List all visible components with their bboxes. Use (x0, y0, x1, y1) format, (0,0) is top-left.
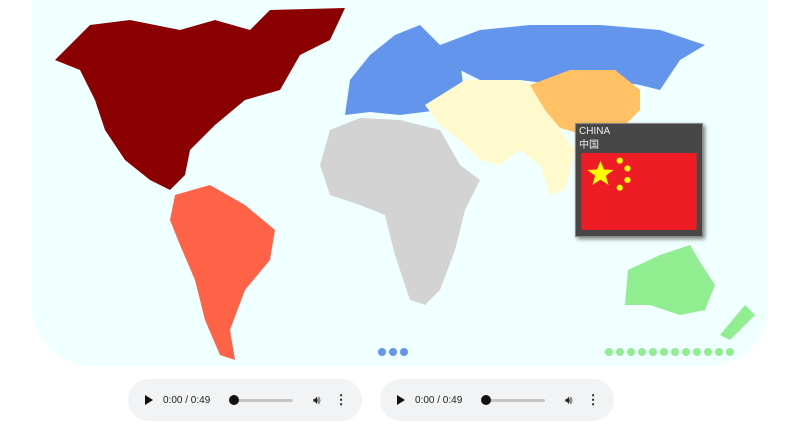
seek-slider[interactable] (481, 394, 545, 405)
pager-left (378, 348, 408, 356)
country-name: CHINA (579, 126, 611, 137)
pager-dot[interactable] (638, 348, 646, 356)
pager-dot[interactable] (660, 348, 668, 356)
time-display: 0:00 / 0:49 (163, 394, 211, 406)
more-icon[interactable]: ⋮ (586, 392, 600, 407)
pager-dot[interactable] (671, 348, 679, 356)
pager-dot[interactable] (605, 348, 613, 356)
region-russia[interactable] (440, 25, 705, 90)
pager-dot[interactable] (400, 348, 408, 356)
region-north-america[interactable] (55, 8, 345, 190)
pager-dot[interactable] (649, 348, 657, 356)
pager-dot[interactable] (378, 348, 386, 356)
region-asia[interactable] (425, 80, 575, 195)
pager-dot[interactable] (389, 348, 397, 356)
play-icon[interactable] (145, 395, 153, 405)
pager-dot[interactable] (682, 348, 690, 356)
pager-dot[interactable] (704, 348, 712, 356)
more-icon[interactable]: ⋮ (334, 392, 348, 407)
pager-dot[interactable] (726, 348, 734, 356)
play-icon[interactable] (397, 395, 405, 405)
region-africa[interactable] (320, 118, 480, 305)
pager-dot[interactable] (616, 348, 624, 356)
pager-dot[interactable] (627, 348, 635, 356)
audio-player-2[interactable]: 0:00 / 0:49 🔊︎ ⋮ (380, 379, 614, 421)
region-oceania[interactable] (625, 245, 755, 340)
region-china[interactable] (530, 70, 640, 135)
audio-player-1[interactable]: 0:00 / 0:49 🔊︎ ⋮ (128, 379, 362, 421)
country-tooltip: CHINA 中国 (575, 123, 703, 237)
volume-icon[interactable]: 🔊︎ (313, 392, 321, 407)
pager-right (605, 348, 734, 356)
time-display: 0:00 / 0:49 (415, 394, 463, 406)
country-native-name: 中国 (579, 140, 599, 151)
region-europe[interactable] (345, 25, 465, 115)
seek-slider[interactable] (229, 394, 293, 405)
pager-dot[interactable] (693, 348, 701, 356)
volume-icon[interactable]: 🔊︎ (565, 392, 573, 407)
region-south-america[interactable] (170, 185, 275, 360)
pager-dot[interactable] (715, 348, 723, 356)
china-flag-icon (581, 153, 697, 230)
